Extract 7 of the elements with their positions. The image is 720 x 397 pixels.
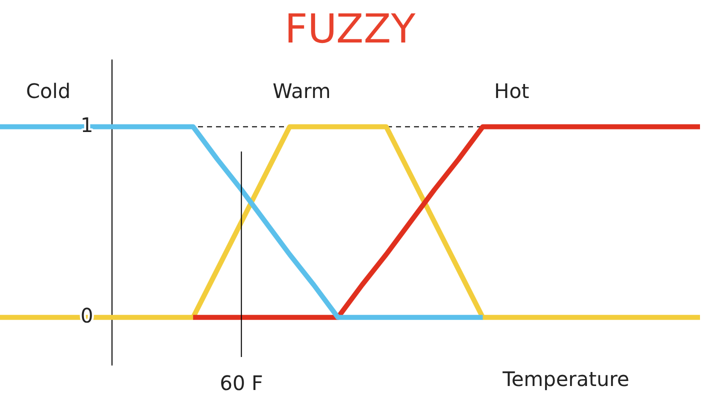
- y-tick-label: 1: [80, 112, 94, 137]
- series-label: Warm: [272, 79, 331, 104]
- x-tick-label: 60 F: [220, 371, 264, 396]
- series-label: Cold: [26, 79, 70, 104]
- series-label: Hot: [494, 79, 530, 104]
- chart-title: FUZZY: [284, 6, 416, 52]
- x-axis-title: Temperature: [502, 367, 630, 391]
